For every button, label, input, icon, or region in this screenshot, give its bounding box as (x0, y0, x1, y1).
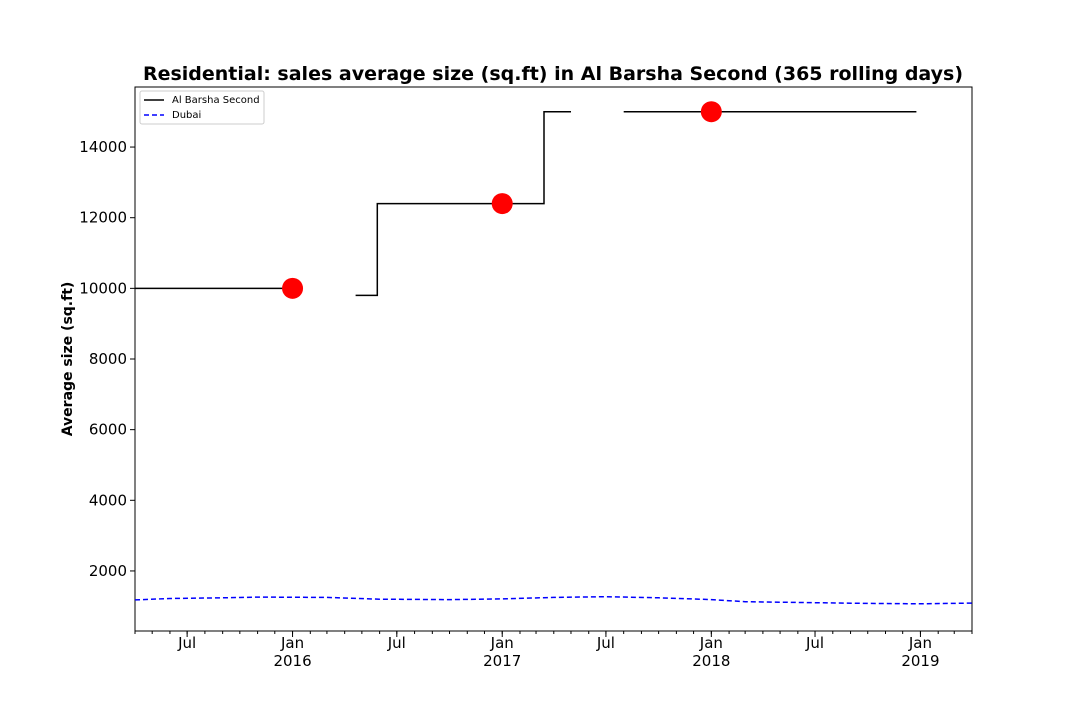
chart-title: Residential: sales average size (sq.ft) … (143, 63, 963, 85)
x-tick-year-label: 2018 (692, 652, 730, 670)
x-tick-label: Jul (177, 634, 196, 652)
highlight-markers (282, 101, 722, 299)
highlight-marker (491, 193, 513, 215)
legend-box (139, 90, 265, 125)
y-tick-label: 12000 (79, 209, 127, 227)
highlight-marker (282, 277, 304, 299)
highlight-marker (700, 101, 722, 123)
plot-area (134, 86, 973, 632)
y-tick-label: 4000 (89, 491, 127, 509)
series-line-al-barsha-second (355, 110, 571, 297)
legend: Al Barsha Second Dubai (139, 90, 265, 125)
x-tick-year-label: 2019 (901, 652, 939, 670)
x-tick-label: Jul (596, 634, 615, 652)
y-axis-ticks: 2000 4000 6000 8000 10000 12000 14000 (79, 138, 135, 580)
y-tick-label: 10000 (79, 279, 127, 297)
y-tick-label: 8000 (89, 350, 127, 368)
y-tick-label: 14000 (79, 138, 127, 156)
y-axis-label: Average size (sq.ft) (60, 282, 76, 437)
y-tick-label: 6000 (89, 421, 127, 439)
x-tick-label: Jan (699, 634, 723, 652)
x-tick-label: Jan (280, 634, 304, 652)
x-tick-label: Jul (387, 634, 406, 652)
series-line-dubai (134, 595, 973, 605)
x-tick-label: Jan (908, 634, 932, 652)
x-tick-label: Jul (805, 634, 824, 652)
x-tick-year-label: 2017 (483, 652, 521, 670)
x-tick-year-label: 2016 (273, 652, 311, 670)
legend-label-dubai: Dubai (172, 110, 201, 121)
y-tick-label: 2000 (89, 562, 127, 580)
x-tick-label: Jan (490, 634, 514, 652)
legend-label-al-barsha-second: Al Barsha Second (172, 95, 260, 106)
series-lines (134, 110, 973, 605)
